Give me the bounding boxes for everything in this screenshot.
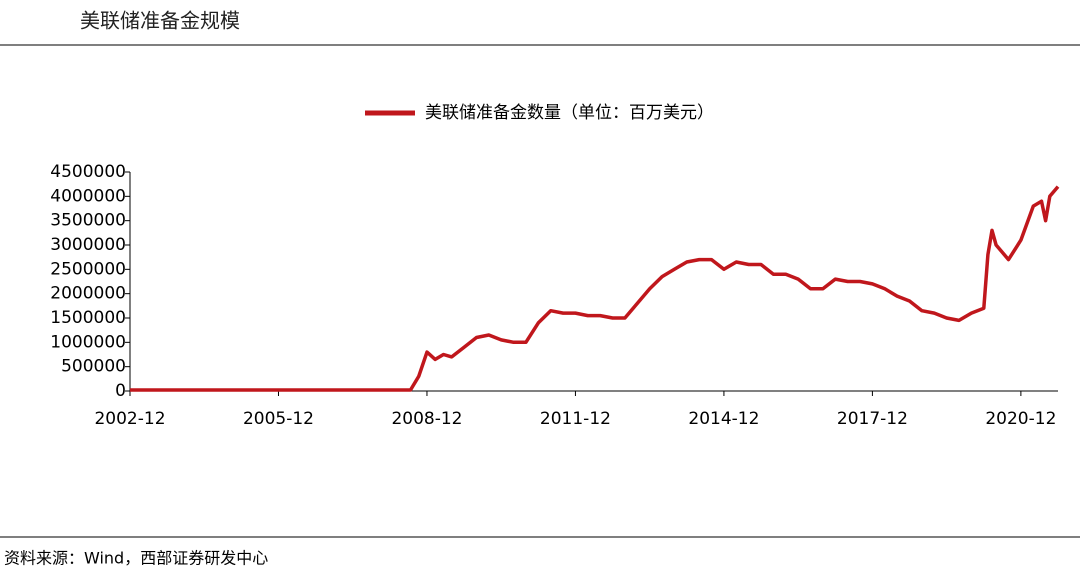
x-tick-label: 2014-12: [688, 409, 759, 429]
x-tick-label: 2005-12: [243, 409, 314, 429]
x-tick-label: 2008-12: [391, 409, 462, 429]
page-title: 美联储准备金规模: [80, 9, 240, 33]
x-tick-label: 2002-12: [94, 409, 165, 429]
y-tick-label: 2000000: [50, 284, 126, 304]
y-tick-label: 0: [115, 381, 126, 401]
source-note: 资料来源：Wind，西部证券研发中心: [4, 549, 268, 568]
y-tick-label: 4000000: [50, 186, 126, 206]
x-tick-label: 2020-12: [985, 409, 1056, 429]
y-tick-label: 1000000: [50, 332, 126, 352]
legend-label: 美联储准备金数量（单位：百万美元）: [425, 103, 714, 123]
y-tick-label: 4500000: [50, 162, 126, 182]
x-tick-label: 2017-12: [837, 409, 908, 429]
y-tick-label: 3500000: [50, 211, 126, 231]
y-tick-label: 2500000: [50, 259, 126, 279]
x-tick-label: 2011-12: [540, 409, 611, 429]
y-tick-label: 500000: [61, 357, 126, 377]
y-tick-label: 3000000: [50, 235, 126, 255]
y-tick-label: 1500000: [50, 308, 126, 328]
data-line: [130, 185, 1060, 392]
